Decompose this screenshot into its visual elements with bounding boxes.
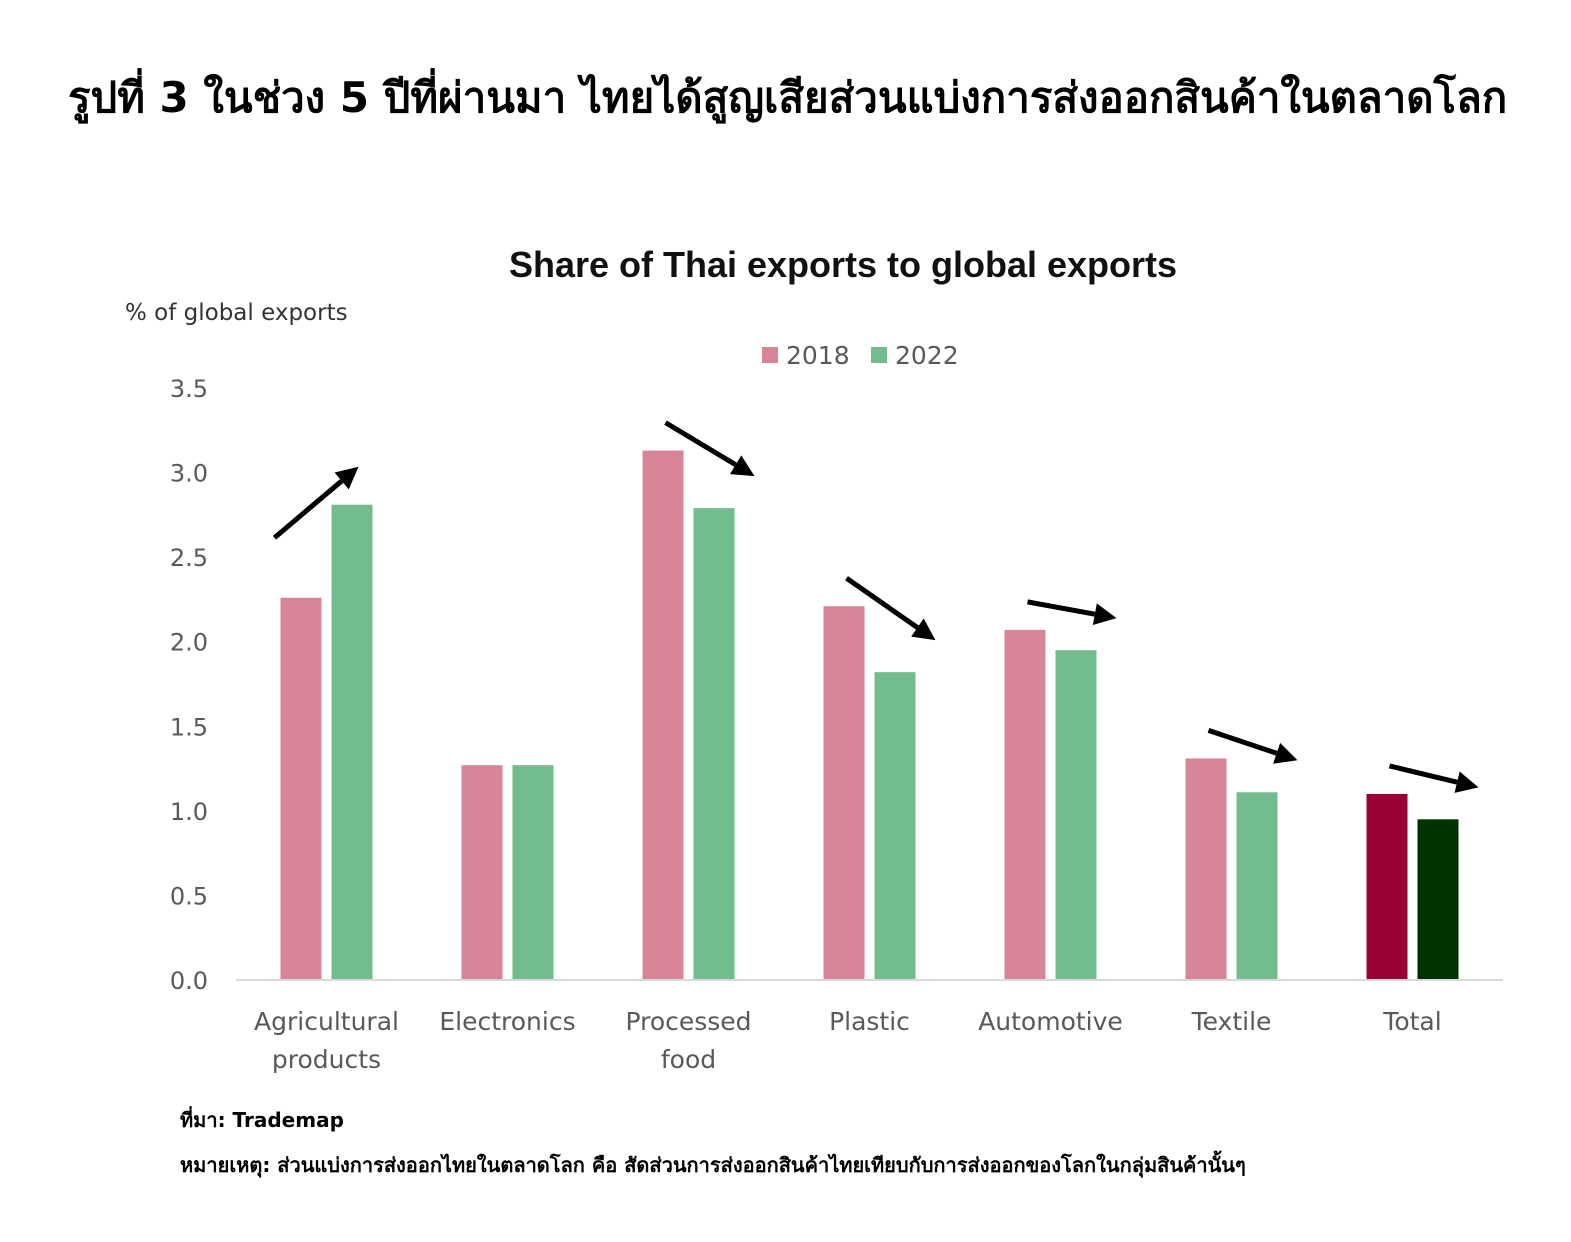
source-note: ที่มา: Trademap bbox=[180, 1108, 344, 1132]
x-tick-label-line: Plastic bbox=[829, 1007, 910, 1036]
y-tick-label: 3.0 bbox=[170, 460, 208, 488]
trend-arrow-head-up bbox=[334, 466, 359, 490]
y-tick-label: 0.0 bbox=[170, 967, 208, 995]
y-axis-label: % of global exports bbox=[125, 300, 348, 326]
x-tick-label: Processed food bbox=[625, 1007, 751, 1074]
x-tick-label: Total bbox=[1382, 1007, 1441, 1036]
bar-2018-total bbox=[1366, 793, 1408, 980]
trend-arrow-shaft bbox=[272, 479, 344, 540]
trend-arrow-shaft bbox=[1388, 763, 1458, 785]
bar-2022-processed-food bbox=[693, 508, 735, 980]
legend-label-2022: 2022 bbox=[895, 341, 959, 370]
trend-arrow-head-down bbox=[911, 618, 936, 641]
bar-2018-textile bbox=[1185, 758, 1227, 980]
x-tick-label-line: Total bbox=[1382, 1007, 1441, 1036]
y-tick-label: 3.5 bbox=[170, 375, 208, 403]
trend-arrow-shaft bbox=[664, 420, 737, 467]
legend-label-2018: 2018 bbox=[786, 341, 850, 370]
x-tick-label-line: food bbox=[661, 1045, 716, 1074]
x-tick-label-line: Agricultural bbox=[254, 1007, 399, 1036]
y-tick-label: 1.0 bbox=[170, 798, 208, 826]
trend-arrow-head-down bbox=[1273, 742, 1298, 764]
bars bbox=[280, 450, 1459, 980]
x-axis-labels: Agricultural products Electronics Processed… bbox=[254, 1007, 1442, 1074]
x-tick-label-line: Automotive bbox=[978, 1007, 1123, 1036]
trend-arrow-shaft bbox=[845, 576, 919, 630]
y-tick-label: 1.5 bbox=[170, 713, 208, 741]
x-tick-label: Plastic bbox=[829, 1007, 910, 1036]
x-tick-label-line: Textile bbox=[1191, 1007, 1272, 1036]
bar-2022-agricultural-products bbox=[331, 504, 373, 980]
bar-2022-plastic bbox=[874, 672, 916, 980]
legend-swatch-2018 bbox=[762, 347, 778, 363]
y-tick-label: 0.5 bbox=[170, 882, 208, 910]
figure-title: รูปที่ 3 ในช่วง 5 ปีที่ผ่านมา ไทยได้สูญเ… bbox=[68, 73, 1508, 122]
bar-2018-agricultural-products bbox=[280, 597, 322, 980]
bar-2022-total bbox=[1417, 819, 1459, 980]
bar-2018-plastic bbox=[823, 606, 865, 980]
y-axis-ticks: 0.0 0.5 1.0 1.5 2.0 2.5 3.0 3.5 bbox=[170, 375, 208, 995]
x-tick-label: Agricultural products bbox=[254, 1007, 399, 1074]
x-tick-label-line: Electronics bbox=[439, 1007, 575, 1036]
footnote: หมายเหตุ: ส่วนแบ่งการส่งออกไทยในตลาดโลก … bbox=[180, 1153, 1246, 1177]
trend-arrow-shaft bbox=[1027, 599, 1096, 617]
x-tick-label: Automotive bbox=[978, 1007, 1123, 1036]
y-tick-label: 2.5 bbox=[170, 544, 208, 572]
x-tick-label: Textile bbox=[1191, 1007, 1272, 1036]
bar-2018-processed-food bbox=[642, 450, 684, 980]
bar-2022-automotive bbox=[1055, 650, 1097, 980]
bar-2018-electronics bbox=[461, 765, 503, 980]
bar-2018-automotive bbox=[1004, 629, 1046, 980]
trend-arrow-head-down bbox=[729, 455, 755, 477]
legend-swatch-2022 bbox=[871, 347, 887, 363]
bar-2022-electronics bbox=[512, 765, 554, 980]
y-tick-label: 2.0 bbox=[170, 629, 208, 657]
x-tick-label: Electronics bbox=[439, 1007, 575, 1036]
bar-2022-textile bbox=[1236, 792, 1278, 980]
trend-arrow-head-down bbox=[1092, 603, 1117, 626]
x-tick-label-line: Processed bbox=[625, 1007, 751, 1036]
x-tick-label-line: products bbox=[272, 1045, 381, 1074]
trend-arrow-head-down bbox=[1454, 771, 1479, 793]
trend-arrow-shaft bbox=[1207, 728, 1278, 756]
legend: 2018 2022 bbox=[762, 341, 959, 370]
chart-title: Share of Thai exports to global exports bbox=[509, 244, 1177, 285]
trend-arrows bbox=[272, 420, 1479, 793]
